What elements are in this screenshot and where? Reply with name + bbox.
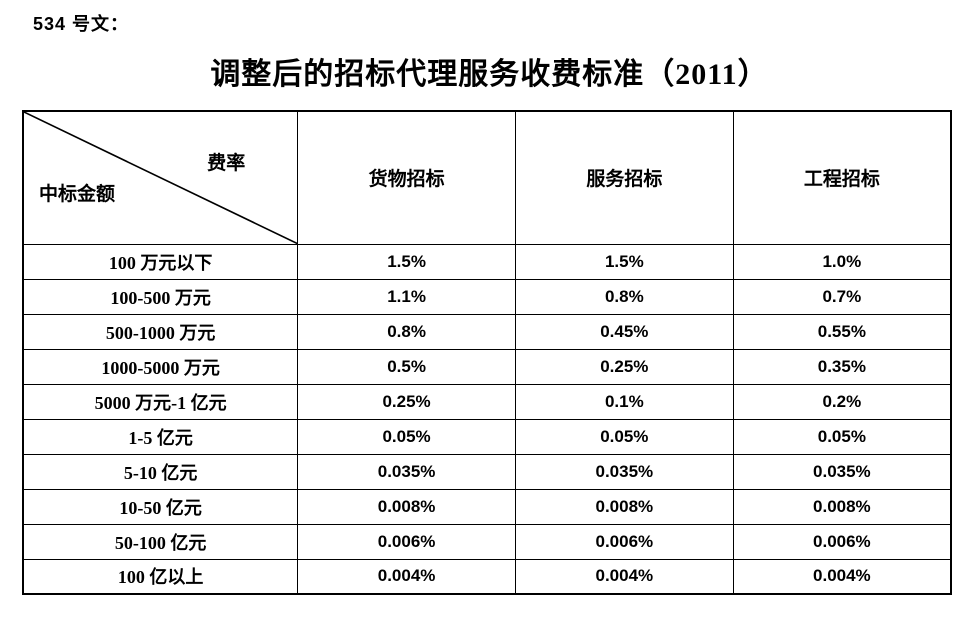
row-label: 1-5 亿元 [22, 418, 299, 455]
table-row: 5-10 亿元 0.035% 0.035% 0.035% [22, 453, 952, 490]
row-label: 100 万元以下 [22, 243, 299, 280]
rate-cell: 0.05% [732, 418, 952, 455]
rate-cell: 0.35% [732, 348, 952, 385]
row-label: 500-1000 万元 [22, 313, 299, 350]
rate-cell: 0.006% [514, 523, 734, 560]
row-label: 5-10 亿元 [22, 453, 299, 490]
rate-cell: 0.5% [297, 348, 516, 385]
table-row: 50-100 亿元 0.006% 0.006% 0.006% [22, 523, 952, 560]
row-label: 1000-5000 万元 [22, 348, 299, 385]
column-header-engineering: 工程招标 [732, 110, 952, 245]
rate-cell: 0.006% [297, 523, 516, 560]
table-row: 1000-5000 万元 0.5% 0.25% 0.35% [22, 348, 952, 385]
header-row: 费率 中标金额 货物招标 服务招标 工程招标 [22, 110, 952, 245]
rate-cell: 0.035% [732, 453, 952, 490]
rate-cell: 0.8% [514, 278, 734, 315]
column-header-goods: 货物招标 [297, 110, 516, 245]
corner-label-rate: 费率 [207, 153, 246, 174]
rate-cell: 1.1% [297, 278, 516, 315]
fee-table-body: 100 万元以下 1.5% 1.5% 1.0% 100-500 万元 1.1% … [22, 243, 952, 595]
rate-cell: 0.008% [297, 488, 516, 525]
rate-cell: 0.7% [732, 278, 952, 315]
table-row: 100 亿以上 0.004% 0.004% 0.004% [22, 558, 952, 595]
rate-cell: 0.035% [297, 453, 516, 490]
table-row: 100-500 万元 1.1% 0.8% 0.7% [22, 278, 952, 315]
row-label: 50-100 亿元 [22, 523, 299, 560]
diagonal-line [24, 112, 297, 244]
corner-cell: 费率 中标金额 [22, 110, 299, 245]
page-title: 调整后的招标代理服务收费标准（2011） [210, 58, 769, 91]
table-row: 500-1000 万元 0.8% 0.45% 0.55% [22, 313, 952, 350]
rate-cell: 0.004% [732, 558, 952, 595]
rate-cell: 0.008% [732, 488, 952, 525]
rate-cell: 0.004% [514, 558, 734, 595]
rate-cell: 0.25% [514, 348, 734, 385]
column-header-services: 服务招标 [514, 110, 734, 245]
rate-cell: 0.2% [732, 383, 952, 420]
rate-cell: 0.004% [297, 558, 516, 595]
row-label: 100-500 万元 [22, 278, 299, 315]
fee-table: 费率 中标金额 货物招标 服务招标 工程招标 100 万元以下 1.5% 1.5… [22, 110, 952, 595]
table-row: 5000 万元-1 亿元 0.25% 0.1% 0.2% [22, 383, 952, 420]
row-label: 5000 万元-1 亿元 [22, 383, 299, 420]
corner-label-amount: 中标金额 [39, 183, 116, 205]
doc-number: 534 号文： [33, 14, 130, 34]
table-row: 10-50 亿元 0.008% 0.008% 0.008% [22, 488, 952, 525]
rate-cell: 1.5% [514, 243, 734, 280]
rate-cell: 0.035% [514, 453, 734, 490]
rate-cell: 0.008% [514, 488, 734, 525]
rate-cell: 0.1% [514, 383, 734, 420]
table-row: 1-5 亿元 0.05% 0.05% 0.05% [22, 418, 952, 455]
row-label: 100 亿以上 [22, 558, 299, 595]
rate-cell: 1.5% [297, 243, 516, 280]
rate-cell: 0.45% [514, 313, 734, 350]
rate-cell: 0.006% [732, 523, 952, 560]
rate-cell: 0.05% [514, 418, 734, 455]
rate-cell: 0.25% [297, 383, 516, 420]
fee-table-header: 费率 中标金额 货物招标 服务招标 工程招标 [22, 110, 952, 245]
rate-cell: 0.05% [297, 418, 516, 455]
rate-cell: 0.55% [732, 313, 952, 350]
table-row: 100 万元以下 1.5% 1.5% 1.0% [22, 243, 952, 280]
row-label: 10-50 亿元 [22, 488, 299, 525]
rate-cell: 0.8% [297, 313, 516, 350]
rate-cell: 1.0% [732, 243, 952, 280]
